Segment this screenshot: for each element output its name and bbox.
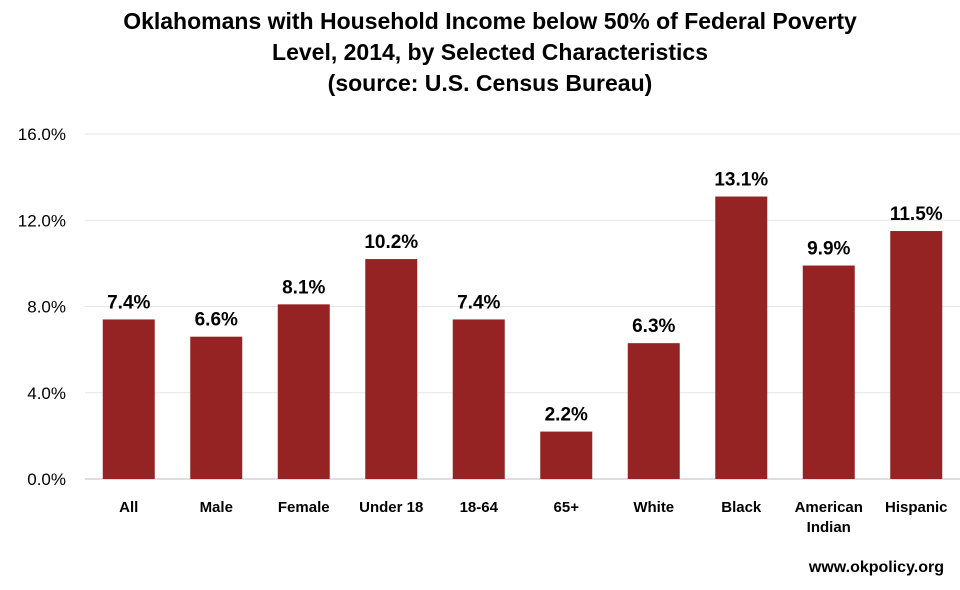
x-tick-label: Male <box>200 499 233 516</box>
bar-data-label: 2.2% <box>545 405 588 426</box>
x-tick-label: Hispanic <box>885 499 948 516</box>
bar-data-label: 8.1% <box>282 277 325 298</box>
bar <box>627 343 680 479</box>
x-tick-label: White <box>633 499 674 516</box>
chart-title: Oklahomans with Household Income below 5… <box>0 6 960 99</box>
bar-data-label: 7.4% <box>107 292 150 313</box>
bar <box>715 196 768 479</box>
bar-data-label: 7.4% <box>457 292 500 313</box>
x-tick-label: Black <box>721 499 762 516</box>
y-axis-tick-labels: 0.0% 4.0% 8.0% 12.0% 16.0% <box>18 125 66 489</box>
source-watermark: www.okpolicy.org <box>808 559 944 576</box>
x-tick-label: Female <box>278 499 330 516</box>
chart-title-line-3: (source: U.S. Census Bureau) <box>327 70 653 96</box>
bar-data-label: 6.3% <box>632 316 675 337</box>
bars <box>102 196 943 479</box>
chart-title-line-2: Level, 2014, by Selected Characteristics <box>272 39 708 65</box>
x-tick-label: Under 18 <box>359 499 423 516</box>
bar-data-label: 13.1% <box>714 170 768 191</box>
x-axis-tick-labels: All Male Female Under 18 18-64 65+ White Black A… <box>119 499 947 536</box>
bar <box>190 336 243 479</box>
bar <box>802 265 855 479</box>
x-tick-label: 65+ <box>554 499 580 516</box>
bar <box>102 319 155 479</box>
y-tick-label: 0.0% <box>27 470 66 489</box>
y-tick-label: 8.0% <box>27 298 66 317</box>
y-tick-label: 12.0% <box>18 211 66 230</box>
bar-data-label: 11.5% <box>890 204 943 225</box>
x-tick-label: Indian <box>807 519 851 536</box>
bar <box>365 259 418 479</box>
y-tick-label: 16.0% <box>18 125 66 144</box>
bar <box>452 319 505 479</box>
chart-title-line-1: Oklahomans with Household Income below 5… <box>123 8 857 34</box>
bar <box>277 304 330 479</box>
bar-data-labels: 7.4% 6.6% 8.1% 10.2% 7.4% 2.2% 6.3% 13.1% 9.9% 11… <box>107 170 943 426</box>
y-tick-label: 4.0% <box>27 384 66 403</box>
bar-data-label: 9.9% <box>807 239 850 260</box>
x-tick-label: American <box>795 499 863 516</box>
bar <box>890 231 943 479</box>
x-tick-label: All <box>119 499 138 516</box>
x-tick-label: 18-64 <box>460 499 499 516</box>
bar-data-label: 6.6% <box>195 310 238 331</box>
bar <box>540 431 593 479</box>
bar-data-label: 10.2% <box>364 232 418 253</box>
